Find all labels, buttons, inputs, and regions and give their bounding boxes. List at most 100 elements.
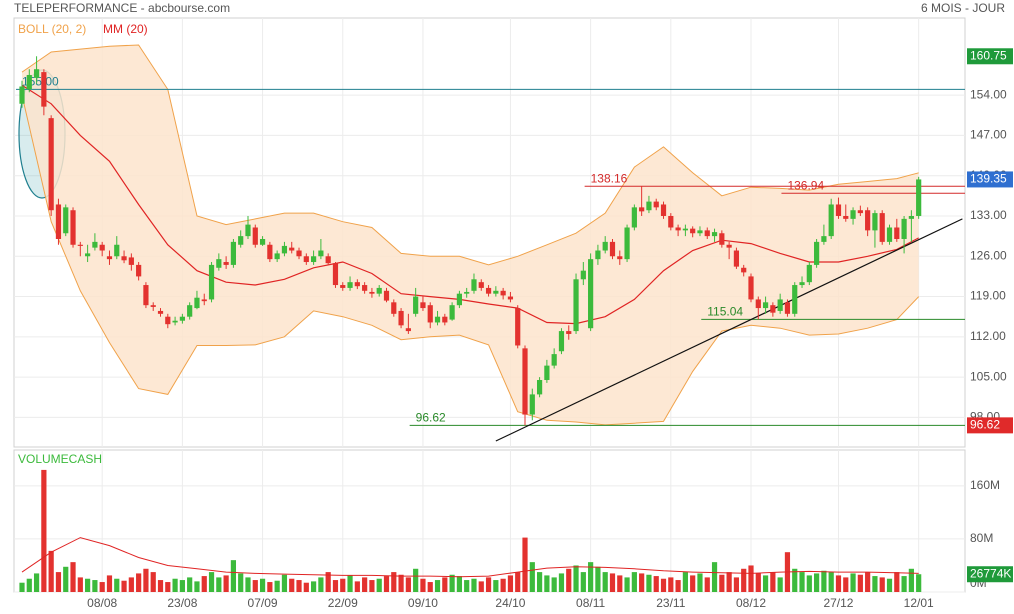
candle-body <box>544 365 550 381</box>
volume-bar <box>660 578 667 592</box>
candle-body <box>121 256 127 261</box>
candle-body <box>376 287 382 294</box>
candle-body <box>573 279 579 332</box>
candle-body <box>99 244 105 251</box>
level-label: 136.94 <box>787 178 824 192</box>
candle-body <box>303 256 309 263</box>
candle-body <box>354 282 360 287</box>
candle-body <box>886 227 893 242</box>
x-tick-label: 07/09 <box>248 596 278 610</box>
volume-bar <box>26 578 32 592</box>
volume-bar <box>303 582 309 592</box>
y-tick-label: 80M <box>970 531 993 545</box>
volume-bar <box>187 577 193 592</box>
candle-body <box>835 204 842 216</box>
volume-bar <box>485 577 492 592</box>
volume-bar <box>99 582 105 592</box>
candle-body <box>770 305 776 313</box>
candle-body <box>187 305 193 317</box>
candle-body <box>33 69 40 78</box>
candle-body <box>711 232 718 237</box>
candle-body <box>442 316 448 323</box>
volume-bar <box>230 560 237 592</box>
volume-bar <box>63 566 69 592</box>
volume-title: VOLUMECASH <box>18 452 102 466</box>
volume-bar <box>391 572 397 592</box>
y-tick-label: 133.00 <box>970 208 1007 222</box>
x-tick-label: 23/08 <box>167 596 197 610</box>
volume-bar <box>726 572 732 592</box>
price-tag <box>967 417 1013 434</box>
volume-bar <box>536 572 543 592</box>
volume-bar <box>507 575 514 592</box>
volume-bar <box>223 575 229 592</box>
candle-body <box>566 331 572 334</box>
x-tick-label: 22/09 <box>328 596 358 610</box>
bollinger-lower <box>21 94 920 426</box>
volume-bar <box>828 572 834 592</box>
candle-body <box>515 308 521 346</box>
volume-bar <box>347 575 353 592</box>
candle-body <box>391 302 397 314</box>
candle-body <box>26 74 32 90</box>
volume-bar <box>595 566 601 592</box>
candle-body <box>828 204 834 237</box>
candle-body <box>41 72 47 107</box>
volume-bar <box>529 562 535 592</box>
volume-bar <box>777 577 783 592</box>
candle-body <box>916 179 922 216</box>
x-tick-label: 08/12 <box>736 596 766 610</box>
chart-title: TELEPERFORMANCE - abcbourse.com <box>14 1 230 15</box>
volume-bar <box>157 580 164 592</box>
candle-body <box>449 305 455 320</box>
candle-body <box>551 354 557 366</box>
candle-body <box>814 241 820 265</box>
volume-bar <box>580 572 586 592</box>
volume-bar <box>216 577 222 592</box>
volume-bar <box>602 572 608 592</box>
volume-bar <box>668 577 674 592</box>
volume-bar <box>515 572 521 592</box>
candle-body <box>230 241 237 265</box>
candle-body <box>238 236 244 245</box>
volume-bar <box>901 576 907 592</box>
candle-body <box>653 201 659 208</box>
volume-bar <box>464 580 470 592</box>
candle-body <box>624 227 630 260</box>
candle-body <box>434 316 441 323</box>
candle-body <box>762 302 769 309</box>
candle-body <box>157 310 164 314</box>
candle-body <box>500 290 506 296</box>
volume-bar <box>522 537 528 592</box>
volume-bar <box>48 550 54 592</box>
candle-body <box>755 299 761 309</box>
candle-body <box>19 86 25 104</box>
volume-bar <box>835 575 842 592</box>
volume-bar <box>41 469 47 592</box>
candle-body <box>821 236 827 242</box>
volume-bar <box>318 577 324 592</box>
candle-body <box>675 227 681 231</box>
x-tick-label: 08/11 <box>576 596 605 610</box>
candle-body <box>77 244 83 246</box>
candle-body <box>719 233 725 245</box>
volume-bar <box>325 572 331 592</box>
candle-body <box>865 210 871 231</box>
volume-bar <box>143 568 149 592</box>
volume-bar <box>332 580 339 592</box>
candle-body <box>646 201 652 211</box>
volume-bar <box>289 578 295 592</box>
candle-body <box>588 259 594 329</box>
candle-body <box>857 210 863 214</box>
volume-bar <box>814 573 820 592</box>
candle-body <box>208 264 215 300</box>
volume-bar <box>259 578 266 592</box>
volume-bar <box>573 565 579 592</box>
candle-body <box>267 244 273 260</box>
volume-bar <box>128 577 134 592</box>
candle-body <box>55 204 62 240</box>
volume-bar <box>471 578 477 592</box>
volume-tag-label: 26774K <box>970 566 1011 580</box>
volume-bar <box>398 574 404 592</box>
volume-bar <box>442 577 448 592</box>
